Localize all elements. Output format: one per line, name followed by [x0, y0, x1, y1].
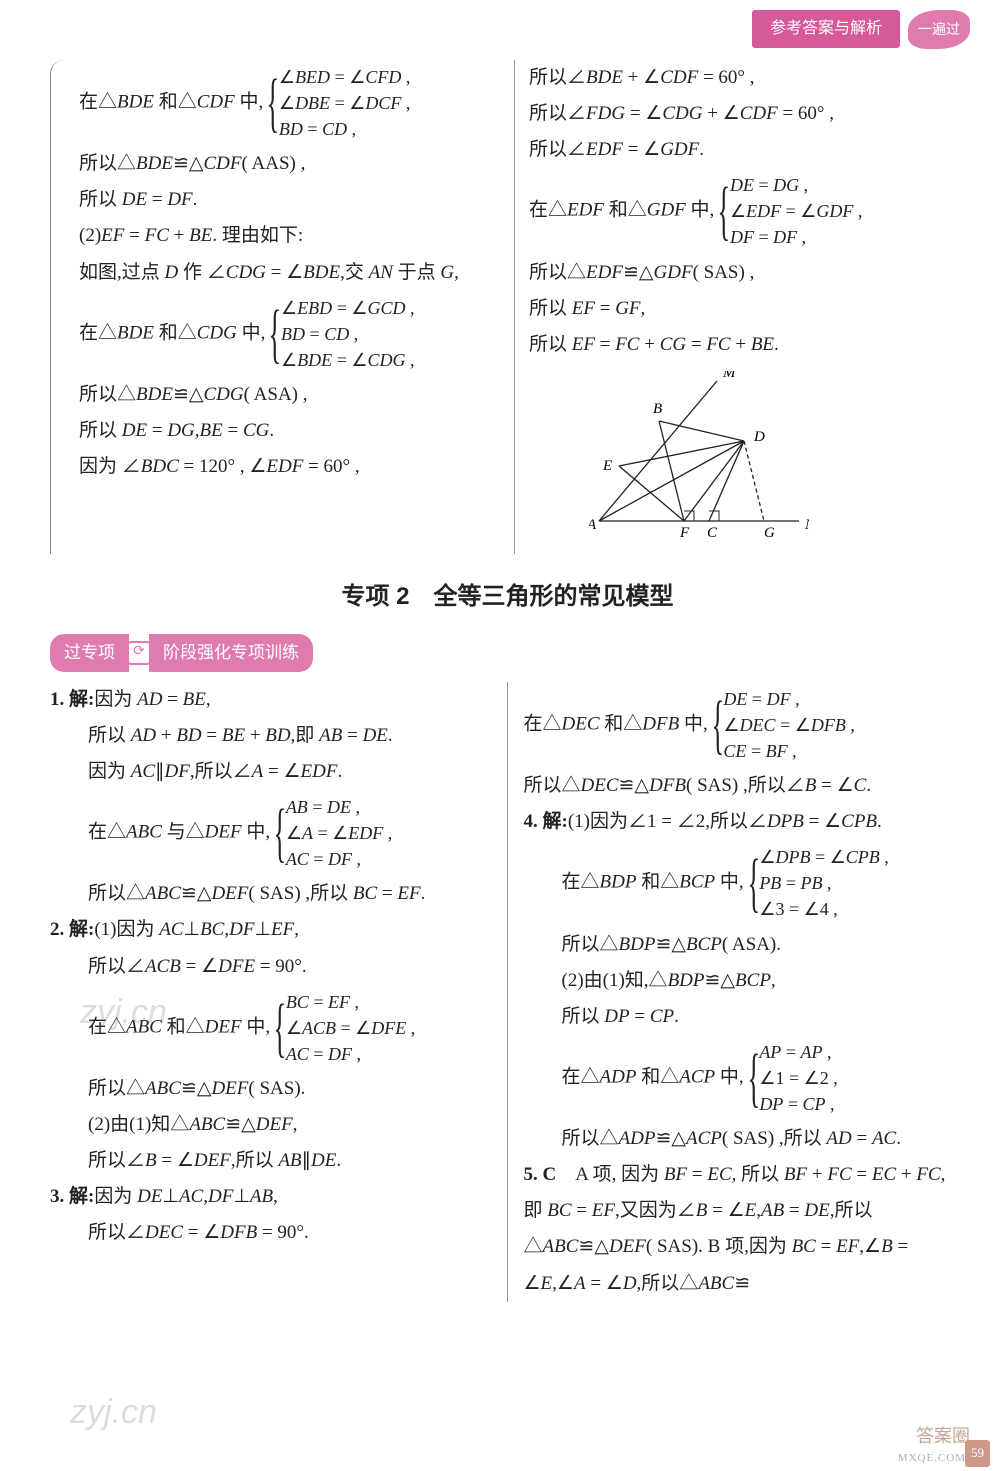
svg-text:B: B	[653, 401, 662, 417]
text-line: (2)EF = FC + BE. 理由如下:	[79, 218, 500, 254]
text-line: 因为 ∠BDC = 120° , ∠EDF = 60° ,	[79, 449, 500, 485]
bottom-right-column: 在△DEC 和△DFB 中,{DE = DF ,∠DEC = ∠DFB ,CE …	[508, 682, 966, 1302]
text-line: 4. 解:(1)因为∠1 = ∠2,所以∠DPB = ∠CPB.	[524, 804, 952, 840]
brace-expression: 在△DEC 和△DFB 中,{DE = DF ,∠DEC = ∠DFB ,CE …	[524, 682, 952, 768]
text-line: 所以 DE = DF.	[79, 182, 500, 218]
text-line: 所以∠FDG = ∠CDG + ∠CDF = 60° ,	[529, 96, 951, 132]
top-section: 在△BDE 和△CDF 中,{∠BED = ∠CFD ,∠DBE = ∠DCF …	[50, 60, 965, 554]
page-header: 参考答案与解析 一遍过	[752, 10, 970, 49]
text-line: 所以 AD + BD = BE + BD,即 AB = DE.	[50, 718, 491, 754]
svg-text:E: E	[602, 458, 612, 474]
bottom-left-column: 1. 解:因为 AD = BE,所以 AD + BD = BE + BD,即 A…	[50, 682, 508, 1302]
text-line: 所以∠DEC = ∠DFB = 90°.	[50, 1215, 491, 1251]
brace-expression: 在△ABC 与△DEF 中,{AB = DE ,∠A = ∠EDF ,AC = …	[50, 790, 491, 876]
text-line: 所以△DEC≌△DFB( SAS) ,所以∠B = ∠C.	[524, 768, 952, 804]
text-line: 所以△BDP≌△BCP( ASA).	[524, 927, 952, 963]
brace-expression: 在△EDF 和△GDF 中,{DE = DG ,∠EDF = ∠GDF ,DF …	[529, 168, 951, 254]
pill-left: 过专项	[50, 634, 129, 672]
text-line: 所以 DE = DG,BE = CG.	[79, 413, 500, 449]
text-line: 1. 解:因为 AD = BE,	[50, 682, 491, 718]
text-line: 所以△ABC≌△DEF( SAS) ,所以 BC = EF.	[50, 876, 491, 912]
text-line: (2)由(1)知,△BDP≌△BCP,	[524, 963, 952, 999]
top-left-column: 在△BDE 和△CDF 中,{∠BED = ∠CFD ,∠DBE = ∠DCF …	[65, 60, 515, 554]
brace-expression: 在△ABC 和△DEF 中,{BC = EF ,∠ACB = ∠DFE ,AC …	[50, 985, 491, 1071]
text-line: 3. 解:因为 DE⊥AC,DF⊥AB,	[50, 1179, 491, 1215]
text-line: 所以 EF = FC + CG = FC + BE.	[529, 327, 951, 363]
svg-text:G: G	[764, 525, 775, 541]
text-line: 所以△ABC≌△DEF( SAS).	[50, 1071, 491, 1107]
brace-expression: 在△BDE 和△CDF 中,{∠BED = ∠CFD ,∠DBE = ∠DCF …	[79, 60, 500, 146]
watermark: zyj.cn	[70, 1380, 157, 1445]
subsection-pill: 过专项 ⟳ 阶段强化专项训练	[50, 634, 965, 672]
text-line: 所以∠B = ∠DEF,所以 AB∥DE.	[50, 1143, 491, 1179]
top-right-column: 所以∠BDE + ∠CDF = 60° ,所以∠FDG = ∠CDG + ∠CD…	[515, 60, 965, 554]
svg-text:M: M	[722, 371, 737, 381]
svg-text:A: A	[589, 517, 597, 533]
text-line: 所以△ADP≌△ACP( SAS) ,所以 AD = AC.	[524, 1121, 952, 1157]
svg-text:F: F	[679, 525, 690, 541]
text-line: 5. C A 项, 因为 BF = EC, 所以 BF + FC = EC + …	[524, 1157, 952, 1301]
bottom-section: 1. 解:因为 AD = BE,所以 AD + BD = BE + BD,即 A…	[50, 682, 965, 1302]
text-line: 所以∠BDE + ∠CDF = 60° ,	[529, 60, 951, 96]
text-line: (2)由(1)知△ABC≌△DEF,	[50, 1107, 491, 1143]
svg-text:N: N	[804, 517, 809, 533]
text-line: 所以∠ACB = ∠DFE = 90°.	[50, 949, 491, 985]
text-line: 所以△BDE≌△CDF( AAS) ,	[79, 146, 500, 182]
header-band: 参考答案与解析	[752, 10, 900, 48]
section-title: 专项 2 全等三角形的常见模型	[50, 574, 965, 620]
text-line: 2. 解:(1)因为 AC⊥BC,DF⊥EF,	[50, 912, 491, 948]
geometry-diagram: A F C G N E B M D	[589, 371, 809, 541]
text-line: 因为 AC∥DF,所以∠A = ∠EDF.	[50, 754, 491, 790]
page-number: 59	[965, 1440, 990, 1467]
brace-expression: 在△ADP 和△ACP 中,{AP = AP ,∠1 = ∠2 ,DP = CP…	[524, 1035, 952, 1121]
text-line: 所以△BDE≌△CDG( ASA) ,	[79, 377, 500, 413]
header-badge: 一遍过	[908, 10, 970, 49]
text-line: 所以 EF = GF,	[529, 291, 951, 327]
text-line: 所以△EDF≌△GDF( SAS) ,	[529, 255, 951, 291]
text-line: 如图,过点 D 作 ∠CDG = ∠BDE,交 AN 于点 G,	[79, 255, 500, 291]
brace-expression: 在△BDE 和△CDG 中,{∠EBD = ∠GCD ,BD = CD ,∠BD…	[79, 291, 500, 377]
brace-expression: 在△BDP 和△BCP 中,{∠DPB = ∠CPB ,PB = PB ,∠3 …	[524, 840, 952, 926]
corner-sub: MXQE.COM	[898, 1448, 966, 1469]
svg-text:C: C	[707, 525, 718, 541]
refresh-icon: ⟳	[127, 641, 151, 665]
svg-text:D: D	[753, 429, 765, 445]
text-line: 所以∠EDF = ∠GDF.	[529, 132, 951, 168]
text-line: 所以 DP = CP.	[524, 999, 952, 1035]
pill-right: 阶段强化专项训练	[149, 634, 313, 672]
